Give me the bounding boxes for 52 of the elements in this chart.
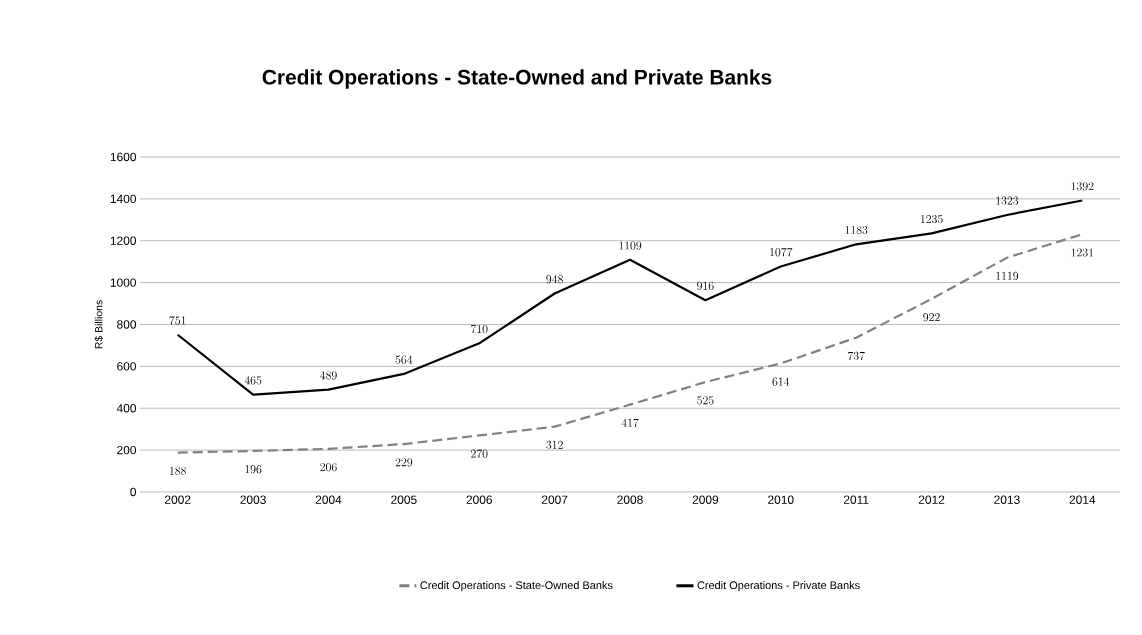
data-label: 270 <box>471 449 488 458</box>
data-label: 1231 <box>1071 248 1094 257</box>
data-label: 465 <box>244 376 262 385</box>
data-label: 710 <box>471 324 488 334</box>
chart-title: Credit Operations - State-Owned and Private Banks <box>262 69 772 89</box>
y-tick-label: 200 <box>117 445 137 455</box>
data-label: 188 <box>170 466 186 475</box>
legend-label: Credit Operations - Private Banks <box>697 581 860 592</box>
x-tick-label: 2002 <box>165 495 191 504</box>
x-tick-label: 2011 <box>843 495 869 504</box>
data-label: 916 <box>697 281 714 291</box>
data-label: 489 <box>320 371 337 380</box>
x-tick-label: 2014 <box>1069 495 1096 504</box>
data-label: 206 <box>320 463 337 472</box>
data-label: 1077 <box>770 247 793 257</box>
y-tick-label: 1200 <box>110 236 137 245</box>
x-tick-label: 2012 <box>918 495 945 504</box>
data-label: 922 <box>923 313 940 322</box>
data-label: 417 <box>621 418 639 428</box>
data-label: 614 <box>772 377 790 386</box>
x-tick-label: 2003 <box>240 495 266 504</box>
data-label: 564 <box>395 355 413 364</box>
x-tick-label: 2005 <box>391 495 417 504</box>
x-tick-label: 2007 <box>541 495 568 504</box>
data-label: 525 <box>697 396 714 405</box>
x-tick-label: 2008 <box>617 495 643 504</box>
x-tick-label: 2013 <box>994 495 1020 504</box>
y-tick-label: 1600 <box>110 152 137 162</box>
x-tick-label: 2009 <box>692 495 719 504</box>
x-tick-label: 2006 <box>466 495 493 504</box>
data-label: 751 <box>169 316 186 325</box>
data-label: 1392 <box>1071 182 1094 191</box>
data-label: 196 <box>245 465 262 474</box>
data-label: 1323 <box>996 196 1019 205</box>
y-tick-label: 0 <box>130 487 137 497</box>
data-label: 312 <box>546 440 563 450</box>
legend-label: Credit Operations - State-Owned Banks <box>420 581 613 592</box>
x-tick-label: 2004 <box>315 495 342 504</box>
data-label: 1119 <box>996 271 1019 281</box>
y-tick-label: 400 <box>116 404 137 413</box>
x-tick-label: 2010 <box>768 495 794 504</box>
data-label: 948 <box>546 275 563 284</box>
y-tick-label: 1000 <box>110 278 137 287</box>
data-label: 1109 <box>619 241 642 250</box>
y-tick-label: 1400 <box>110 194 137 204</box>
y-axis-title: R$ Billions <box>94 300 104 349</box>
y-tick-label: 600 <box>117 362 137 371</box>
data-label: 1235 <box>920 215 943 224</box>
y-tick-label: 800 <box>117 320 137 329</box>
data-label: 229 <box>395 458 413 467</box>
data-label: 1183 <box>845 225 868 235</box>
data-label: 737 <box>848 351 865 361</box>
